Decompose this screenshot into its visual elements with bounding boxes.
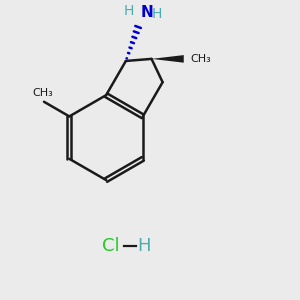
Text: Cl: Cl [102,237,119,255]
Text: N: N [140,5,153,20]
Polygon shape [152,55,184,63]
Text: H: H [137,237,150,255]
Text: CH₃: CH₃ [32,88,53,98]
Text: H: H [124,4,134,18]
Text: CH₃: CH₃ [190,54,211,64]
Text: H: H [151,8,162,21]
